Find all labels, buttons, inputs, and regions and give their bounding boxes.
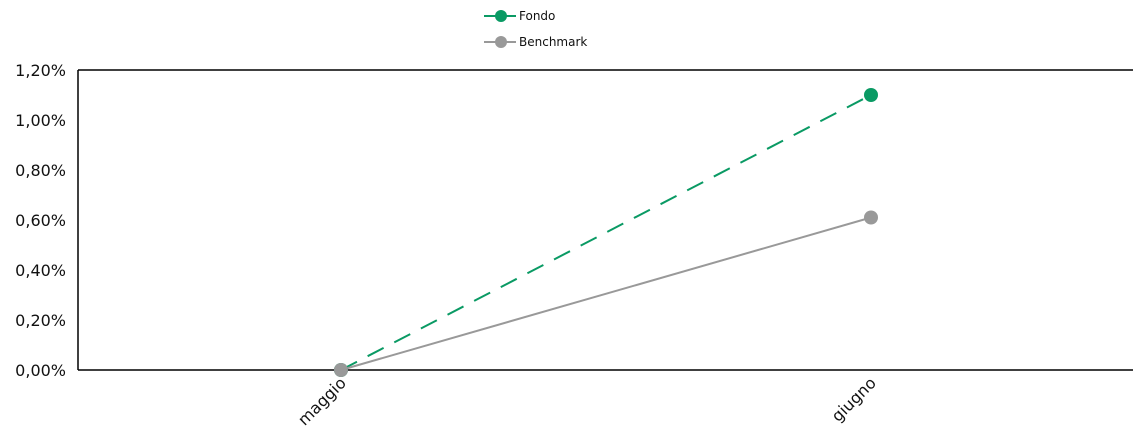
legend: Fondo Benchmark — [484, 9, 587, 49]
y-tick-label: 0,40% — [15, 261, 66, 280]
x-tick-label: giugno — [828, 373, 880, 425]
y-tick-label: 0,60% — [15, 211, 66, 230]
x-tick-label: maggio — [294, 373, 350, 429]
y-tick-label: 1,20% — [15, 61, 66, 80]
y-tick-label: 0,80% — [15, 161, 66, 180]
y-tick-label: 1,00% — [15, 111, 66, 130]
data-point-benchmark[interactable] — [864, 210, 878, 225]
series-line-benchmark — [340, 216, 872, 371]
data-point-benchmark[interactable] — [334, 363, 348, 377]
legend-item-fondo[interactable]: Fondo — [484, 9, 555, 23]
x-axis: maggio giugno — [294, 373, 880, 429]
y-axis: 0,00% 0,20% 0,40% 0,60% 0,80% 1,00% 1,20% — [15, 61, 66, 380]
legend-marker — [495, 10, 507, 22]
y-tick-label: 0,20% — [15, 311, 66, 330]
legend-label: Fondo — [519, 9, 555, 23]
legend-item-benchmark[interactable]: Benchmark — [484, 35, 587, 49]
series-line-fondo — [340, 94, 872, 371]
legend-marker — [495, 36, 507, 48]
series-layer — [334, 88, 878, 377]
data-point-fondo[interactable] — [864, 88, 878, 102]
plot-frame — [77, 69, 1133, 371]
legend-label: Benchmark — [519, 35, 587, 49]
y-tick-label: 0,00% — [15, 361, 66, 380]
